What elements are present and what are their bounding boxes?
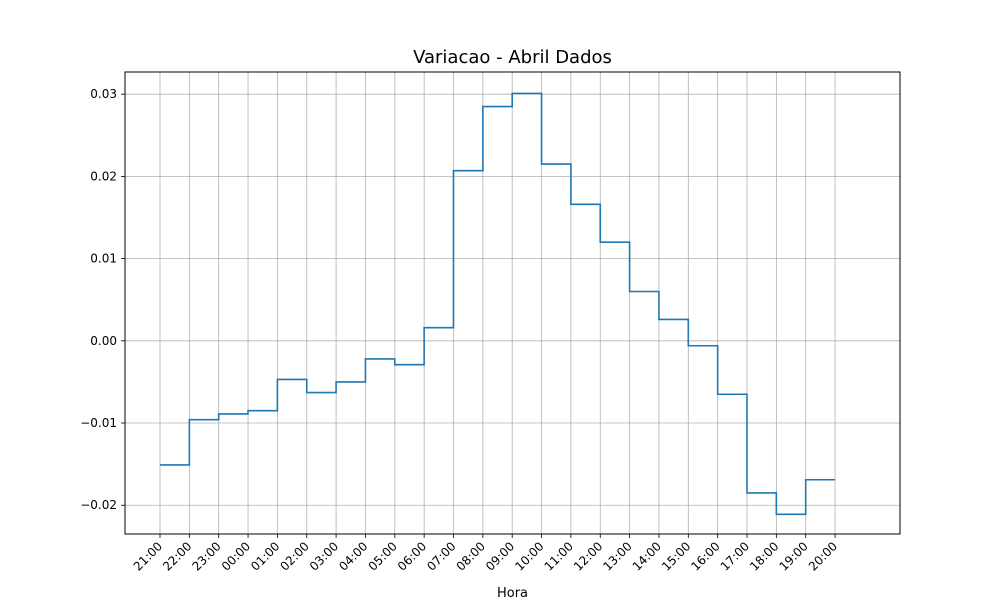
series-step-line	[160, 92, 836, 516]
y-tick-label: 0.00	[90, 334, 117, 348]
grid-lines	[125, 72, 900, 534]
x-axis-title: Hora	[497, 586, 528, 600]
y-tick-label: 0.02	[90, 169, 117, 183]
y-tick-label: −0.02	[80, 498, 117, 512]
y-tick-label: 0.01	[90, 252, 117, 266]
series-layer	[160, 92, 836, 516]
y-axis: −0.02 −0.01 0.00 0.01 0.02 0.03	[80, 87, 125, 512]
y-tick-label: 0.03	[90, 87, 117, 101]
y-tick-label: −0.01	[80, 416, 117, 430]
chart-title: Variacao - Abril Dados	[413, 47, 612, 68]
